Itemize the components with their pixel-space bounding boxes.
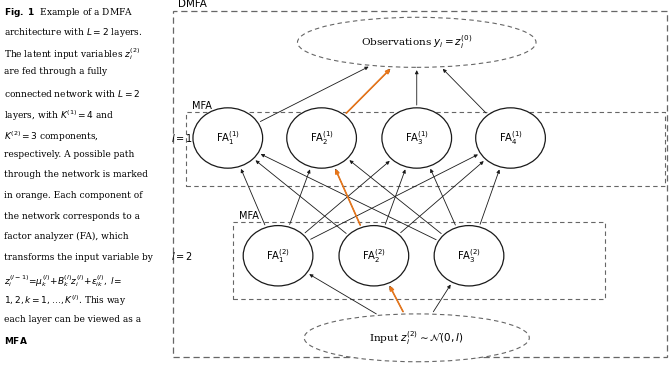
Text: $1, 2, k=1,\ldots, K^{(l)}$. This way: $1, 2, k=1,\ldots, K^{(l)}$. This way [4, 294, 127, 308]
Text: through the network is marked: through the network is marked [4, 170, 148, 179]
Text: layers, with $K^{(1)}=4$ and: layers, with $K^{(1)}=4$ and [4, 109, 115, 123]
Text: $l=2$: $l=2$ [172, 250, 193, 262]
Text: factor analyzer (FA), which: factor analyzer (FA), which [4, 232, 129, 241]
Bar [233, 222, 605, 299]
Text: $\mathrm{FA}_{2}^{(1)}$: $\mathrm{FA}_{2}^{(1)}$ [310, 129, 334, 147]
Ellipse shape [287, 108, 356, 168]
Text: $l=1$: $l=1$ [172, 132, 193, 144]
Text: transforms the input variable by: transforms the input variable by [4, 253, 153, 262]
Text: MFA: MFA [239, 211, 259, 221]
Ellipse shape [382, 108, 452, 168]
Text: architecture with $L=2$ layers.: architecture with $L=2$ layers. [4, 26, 143, 39]
Text: $\mathrm{FA}_{1}^{(1)}$: $\mathrm{FA}_{1}^{(1)}$ [216, 129, 240, 147]
Text: the network corresponds to a: the network corresponds to a [4, 212, 140, 220]
Text: $\mathrm{FA}_{2}^{(2)}$: $\mathrm{FA}_{2}^{(2)}$ [362, 247, 386, 265]
Ellipse shape [339, 226, 409, 286]
Text: The latent input variables $z_i^{(2)}$: The latent input variables $z_i^{(2)}$ [4, 47, 140, 62]
Text: Observations $y_i = z_i^{(0)}$: Observations $y_i = z_i^{(0)}$ [361, 33, 472, 51]
Ellipse shape [243, 226, 313, 286]
Ellipse shape [193, 108, 263, 168]
Bar [173, 11, 667, 357]
Text: Input $z_i^{(2)}\sim\mathcal{N}(0,I)$: Input $z_i^{(2)}\sim\mathcal{N}(0,I)$ [369, 329, 464, 347]
Ellipse shape [476, 108, 545, 168]
Text: respectively. A possible path: respectively. A possible path [4, 150, 135, 159]
Text: $\mathbf{MFA}$: $\mathbf{MFA}$ [4, 335, 28, 346]
Text: $K^{(2)}=3$ components,: $K^{(2)}=3$ components, [4, 129, 98, 144]
Text: are fed through a fully: are fed through a fully [4, 67, 107, 76]
Text: connected network with $L=2$: connected network with $L=2$ [4, 88, 140, 99]
Text: in orange. Each component of: in orange. Each component of [4, 191, 143, 200]
Text: $\mathrm{FA}_{3}^{(1)}$: $\mathrm{FA}_{3}^{(1)}$ [405, 129, 429, 147]
Text: each layer can be viewed as a: each layer can be viewed as a [4, 315, 141, 323]
Text: $\mathrm{FA}_{3}^{(2)}$: $\mathrm{FA}_{3}^{(2)}$ [457, 247, 481, 265]
Text: $\mathbf{Fig.\ 1}$  Example of a DMFA: $\mathbf{Fig.\ 1}$ Example of a DMFA [4, 6, 133, 18]
Text: $z_i^{(l-1)}\!=\!\mu_k^{(l)}\!+\!B_k^{(l)}z_i^{(l)}\!+\!\epsilon_{ik}^{(l)},\ l\: $z_i^{(l-1)}\!=\!\mu_k^{(l)}\!+\!B_k^{(l… [4, 273, 122, 289]
Text: DMFA: DMFA [178, 0, 207, 9]
Text: $\mathrm{FA}_{4}^{(1)}$: $\mathrm{FA}_{4}^{(1)}$ [498, 129, 523, 147]
Ellipse shape [297, 17, 536, 67]
Ellipse shape [304, 314, 529, 362]
Text: MFA: MFA [192, 101, 212, 111]
Bar [186, 112, 665, 186]
Ellipse shape [434, 226, 504, 286]
Text: $\mathrm{FA}_{1}^{(2)}$: $\mathrm{FA}_{1}^{(2)}$ [266, 247, 290, 265]
